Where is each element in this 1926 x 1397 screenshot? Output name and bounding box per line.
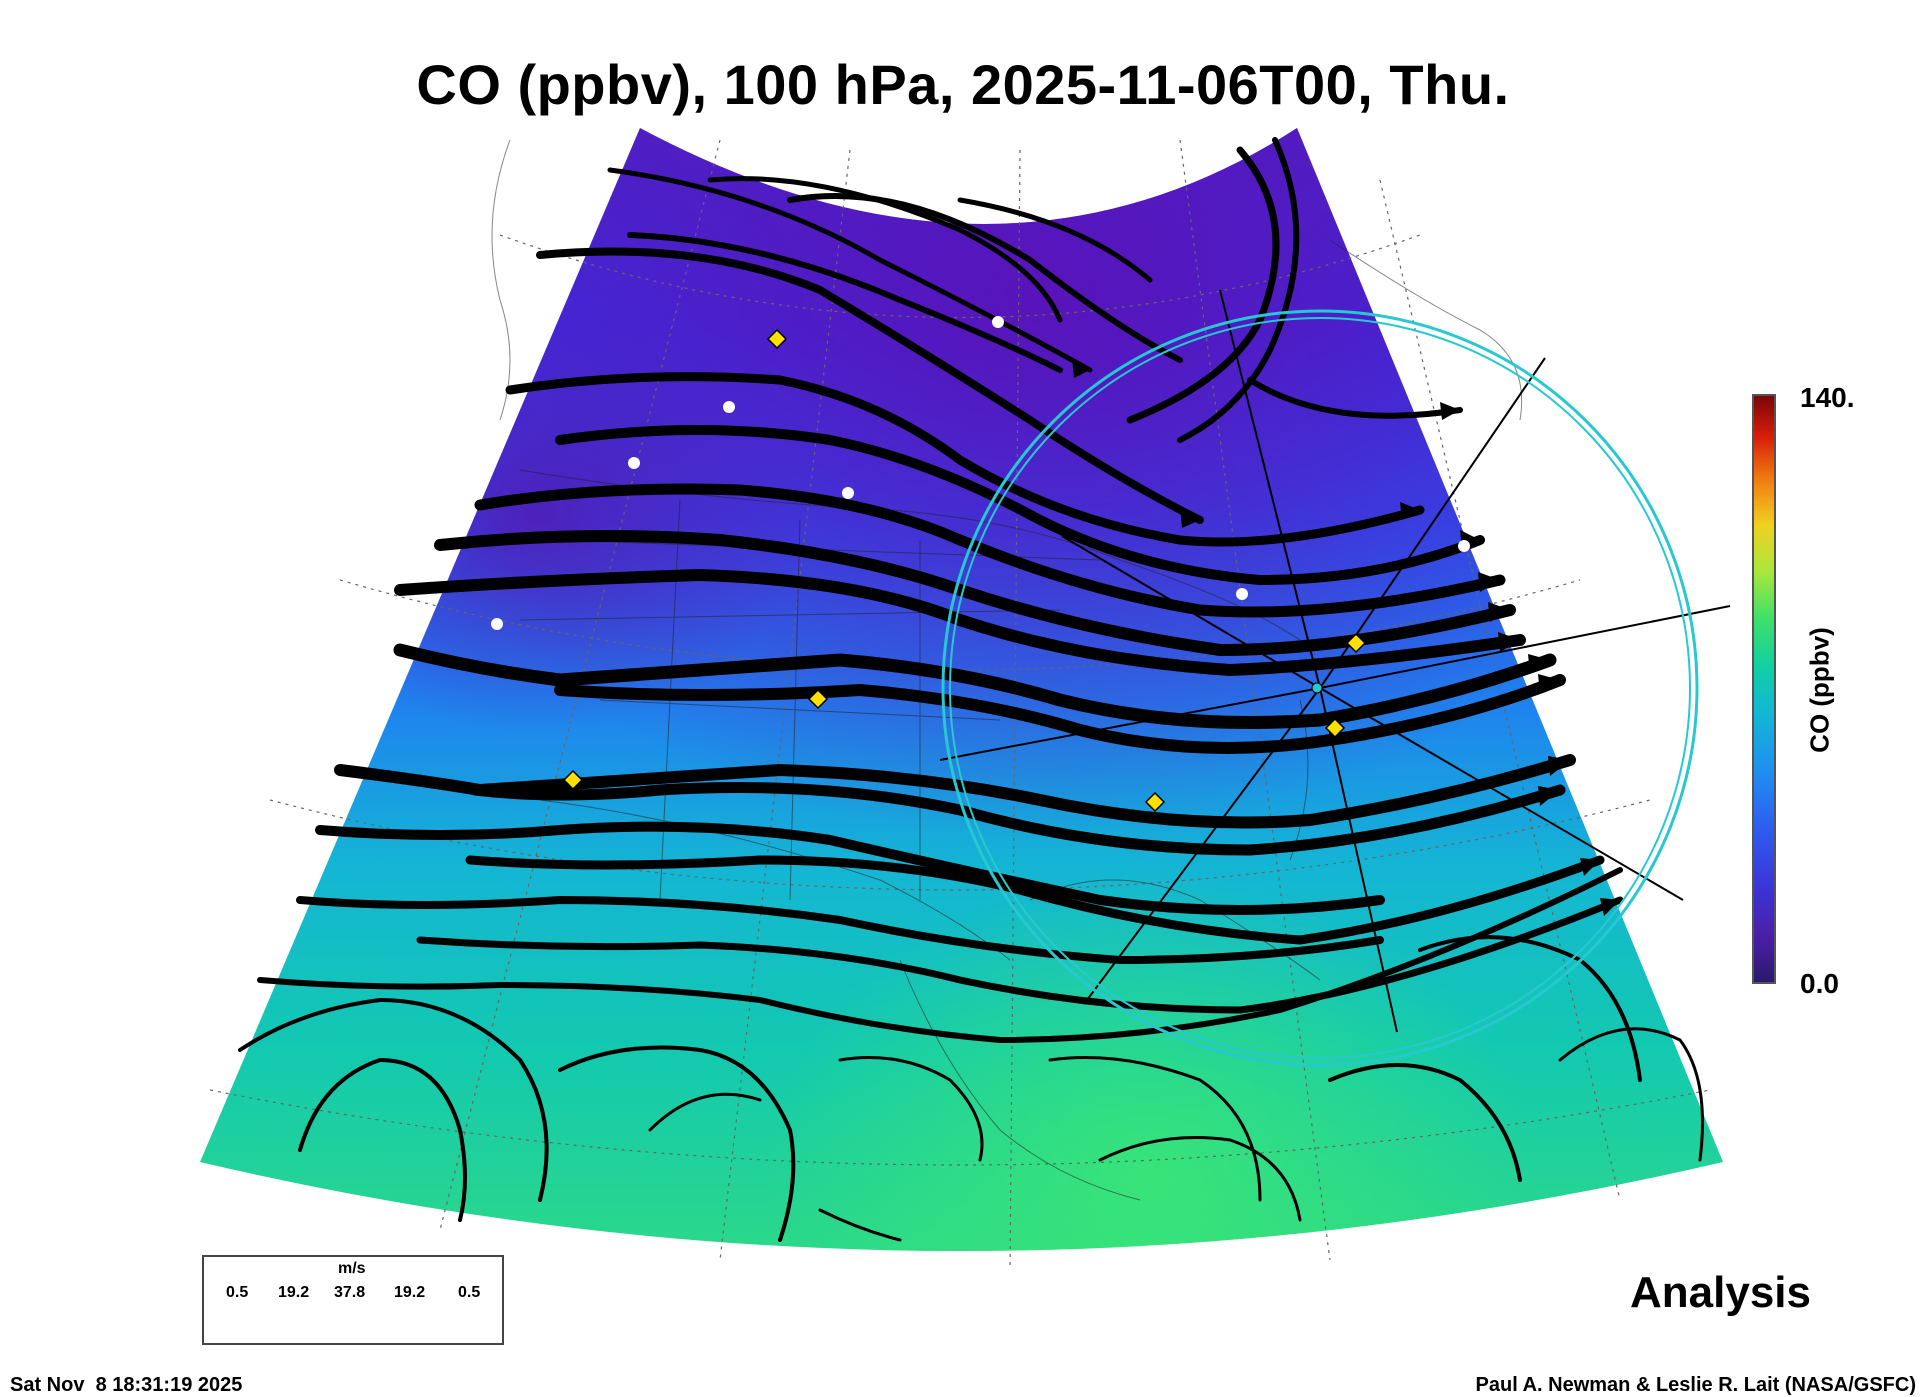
- chart-title: CO (ppbv), 100 hPa, 2025-11-06T00, Thu.: [416, 53, 1510, 116]
- flow-arrowheads: [1072, 360, 1620, 916]
- station-star-marker: [842, 487, 854, 499]
- range-ring: [941, 309, 1699, 1067]
- generation-timestamp: Sat Nov 8 18:31:19 2025: [10, 1374, 243, 1396]
- flight-lines: [939, 289, 1731, 1033]
- site-diamond-marker: [562, 769, 584, 791]
- site-diamonds: [562, 328, 1367, 813]
- colorbar: [1752, 394, 1776, 984]
- colorbar-min-label: 0.0: [1800, 968, 1839, 999]
- station-star-marker: [723, 401, 735, 413]
- co-field: [200, 128, 1723, 1251]
- ring-center-marker: [1311, 682, 1323, 694]
- product-label: Analysis: [1630, 1268, 1811, 1317]
- wind-legend-unit: m/s: [338, 1260, 366, 1277]
- wind-streamlines: [238, 137, 1704, 1242]
- wind-legend-value: 0.5: [226, 1284, 249, 1301]
- wind-legend-value: 37.8: [334, 1284, 366, 1301]
- station-stars: [491, 316, 1470, 630]
- site-diamond-marker: [1345, 632, 1367, 654]
- station-star-marker: [491, 618, 503, 630]
- wind-legend-value: 19.2: [278, 1284, 310, 1301]
- site-diamond-marker: [807, 688, 829, 710]
- wind-speed-legend: [202, 1255, 504, 1345]
- station-star-marker: [628, 457, 640, 469]
- wind-legend-value: 0.5: [458, 1284, 481, 1301]
- site-diamond-marker: [1144, 791, 1166, 813]
- wind-legend-value: 19.2: [394, 1284, 426, 1301]
- station-star-marker: [1236, 588, 1248, 600]
- station-star-marker: [1458, 540, 1470, 552]
- site-diamond-marker: [1324, 717, 1346, 739]
- site-diamond-marker: [766, 328, 788, 350]
- colorbar-max-label: 140.: [1800, 382, 1855, 413]
- station-star-marker: [992, 316, 1004, 328]
- author-credit: Paul A. Newman & Leslie R. Lait (NASA/GS…: [1475, 1374, 1916, 1396]
- colorbar-title: CO (ppbv): [1804, 627, 1835, 753]
